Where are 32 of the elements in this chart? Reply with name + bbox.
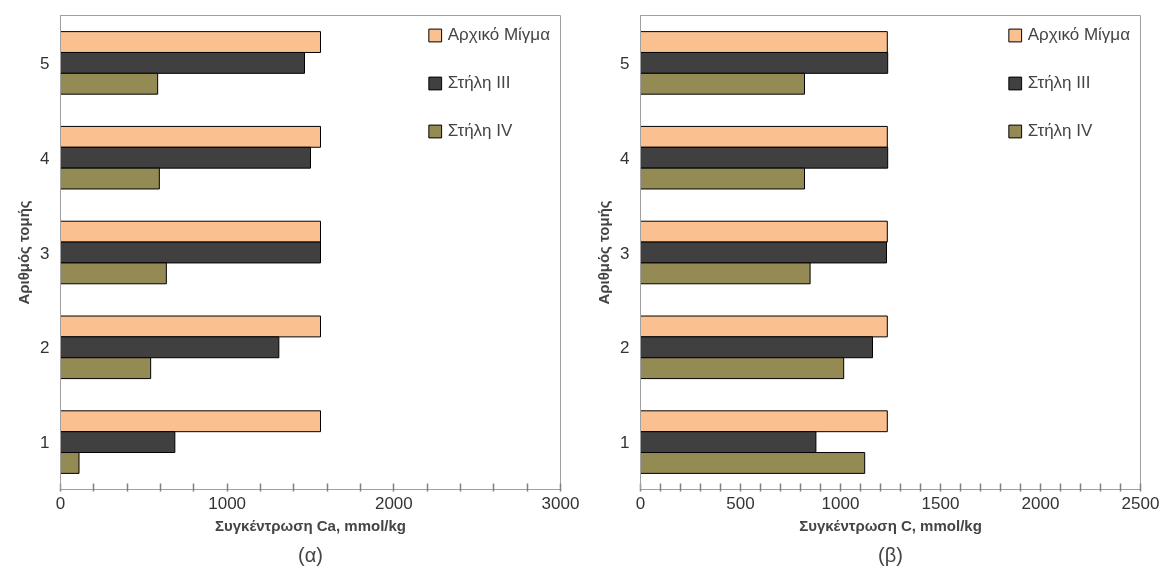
x-tick-label: 1000 [821,493,860,513]
y-tick-label: 5 [40,53,50,73]
x-tick-label: 2000 [374,493,413,513]
x-tick-label: 3000 [541,493,580,513]
y-tick-label: 1 [40,433,50,453]
legend-label: Στήλη III [447,73,511,93]
y-tick-label: 4 [40,148,50,168]
y-tick-label: 4 [620,148,630,168]
y-tick-label: 3 [620,243,630,263]
legend-label: Αρχικό Μίγμα [447,25,550,45]
y-tick-label: 2 [620,338,630,358]
x-tick-label: 0 [55,493,66,513]
x-axis-title: Συγκέντρωση C, mmol/kg [799,516,982,534]
y-axis-title: Αριθμός τομής [15,200,33,305]
y-tick-label: 1 [620,433,630,453]
legend-label: Στήλη IV [447,121,513,141]
x-tick-label: 1000 [208,493,247,513]
legend-label: Στήλη III [1027,73,1091,93]
x-tick-label: 0 [635,493,646,513]
y-tick-label: 5 [620,53,630,73]
x-axis-title: Συγκέντρωση Ca, mmol/kg [215,516,406,534]
y-axis-title: Αριθμός τομής [595,200,613,305]
y-tick-label: 2 [40,338,50,358]
y-tick-label: 3 [40,243,50,263]
x-tick-label: 2500 [1121,493,1160,513]
x-tick-label: 1500 [921,493,960,513]
legend-label: Αρχικό Μίγμα [1027,25,1130,45]
text: (α) [298,543,323,566]
text: (β) [878,543,903,566]
x-tick-label: 2000 [1021,493,1060,513]
x-tick-label: 500 [726,493,755,513]
legend-label: Στήλη IV [1027,121,1093,141]
